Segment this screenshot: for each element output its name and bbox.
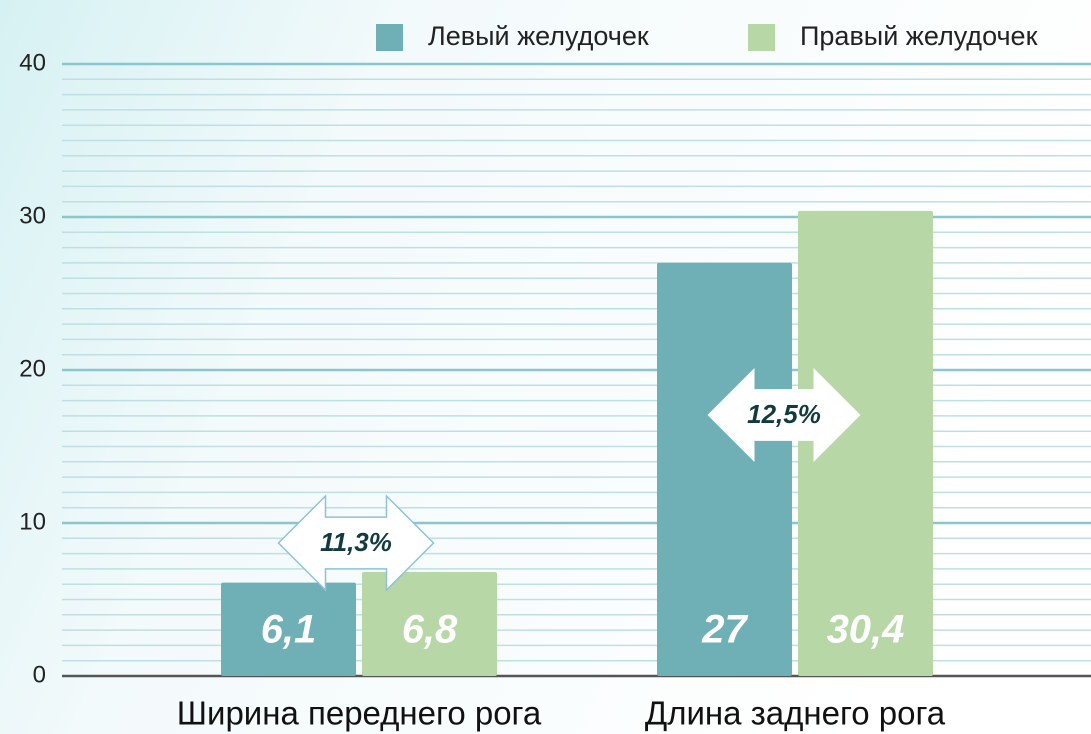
arrow — [277, 494, 435, 592]
value-label: 27 — [701, 608, 748, 652]
legend-label: Левый желудочек — [428, 21, 649, 51]
bar — [798, 210, 933, 676]
bar — [362, 571, 497, 676]
y-tick-label: 40 — [19, 49, 46, 76]
legend-swatch — [748, 24, 775, 51]
legend-swatch — [376, 24, 403, 51]
value-label: 6,8 — [402, 608, 458, 652]
value-label: 6,1 — [261, 608, 317, 652]
y-tick-label: 10 — [19, 508, 46, 535]
x-tick-label: Ширина переднего рога — [177, 695, 542, 732]
bar — [221, 582, 356, 676]
bar — [657, 262, 792, 676]
y-tick-label: 20 — [19, 355, 46, 382]
legend-label: Правый желудочек — [800, 21, 1038, 51]
y-tick-label: 0 — [33, 661, 46, 688]
x-tick-label: Длина заднего рога — [645, 695, 946, 732]
value-label: 30,4 — [827, 608, 905, 652]
arrow — [707, 368, 861, 462]
annotation: 12,5% — [747, 399, 821, 429]
y-tick-label: 30 — [19, 202, 46, 229]
annotation: 11,3% — [320, 527, 392, 557]
